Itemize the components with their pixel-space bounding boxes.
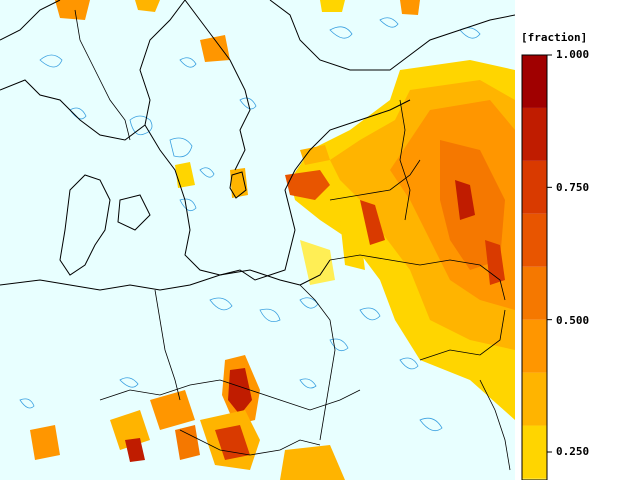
legend-band — [522, 107, 547, 161]
legend — [515, 0, 640, 480]
map-canvas — [0, 0, 515, 480]
fraction-field-east — [285, 60, 515, 420]
legend-band — [522, 319, 547, 373]
legend-tick-label-0750: 0.750 — [556, 181, 590, 194]
fraction-field-north — [55, 0, 420, 198]
legend-band — [522, 266, 547, 320]
legend-tick-label-1000: 1.000 — [556, 48, 590, 61]
legend-band — [522, 372, 547, 426]
legend-band — [522, 213, 547, 267]
legend-band — [522, 478, 547, 480]
legend-unit-label: [fraction] — [521, 31, 588, 44]
legend-colorbar — [521, 54, 552, 480]
legend-band — [522, 425, 547, 479]
coastlines — [0, 0, 515, 291]
map-panel — [0, 0, 515, 480]
fraction-field-south — [30, 355, 345, 480]
legend-band — [522, 160, 547, 214]
legend-border — [521, 54, 548, 480]
legend-band — [522, 55, 547, 108]
country-borders — [74, 9, 511, 471]
legend-tick-label-0500: 0.500 — [556, 314, 590, 327]
contour-lines — [19, 17, 481, 432]
legend-tick-label-0250: 0.250 — [556, 445, 590, 458]
